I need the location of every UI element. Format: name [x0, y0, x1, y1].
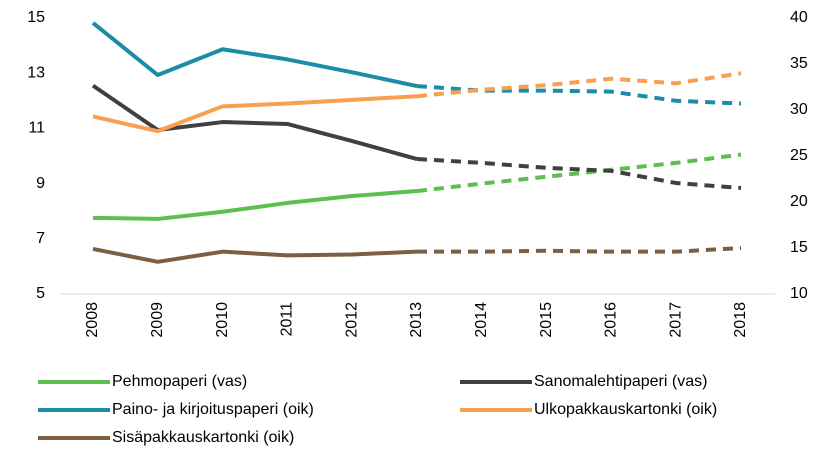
y-tick-label: 11 [28, 120, 45, 137]
y2-tick-label: 35 [790, 55, 808, 72]
y2-tick-label: 15 [790, 239, 808, 256]
y-tick-label: 5 [36, 285, 45, 302]
series-line [92, 246, 418, 264]
y2-tick-label: 30 [790, 101, 808, 118]
x-tick-label: 2011 [279, 302, 296, 337]
x-tick-label: 2008 [84, 302, 101, 338]
x-tick-label: 2015 [538, 302, 555, 338]
series-line [91, 21, 418, 89]
x-tick-label: 2013 [408, 302, 425, 338]
series-line [92, 94, 418, 134]
x-tick-label: 2010 [214, 302, 231, 338]
legend-label: Ulkopakkauskartonki (oik) [534, 401, 717, 418]
series-line-dashed [416, 84, 742, 106]
x-tick-label: 2009 [149, 302, 166, 338]
y-tick-label: 7 [36, 230, 45, 247]
y-tick-label: 9 [36, 175, 45, 192]
series-line [92, 189, 418, 221]
legend-label: Sisäpakkauskartonki (oik) [112, 429, 294, 446]
series-line-dashed [416, 152, 742, 194]
series-line-dashed [416, 71, 742, 99]
y-tick-label: 15 [27, 9, 45, 26]
y2-tick-label: 40 [790, 9, 808, 26]
series-line [91, 83, 418, 161]
series-line-dashed [416, 157, 742, 191]
y2-tick-label: 20 [790, 193, 808, 210]
x-tick-label: 2017 [667, 302, 684, 338]
y2-tick-label: 25 [790, 147, 808, 164]
y2-tick-label: 10 [790, 285, 808, 302]
legend-label: Sanomalehtipaperi (vas) [534, 373, 707, 390]
x-tick-label: 2016 [603, 302, 620, 338]
x-tick-label: 2018 [732, 302, 749, 338]
series-line-dashed [417, 246, 742, 254]
legend-label: Pehmopaperi (vas) [112, 373, 247, 390]
x-tick-label: 2012 [343, 302, 360, 338]
x-tick-label: 2014 [473, 302, 490, 338]
legend-label: Paino- ja kirjoituspaperi (oik) [112, 401, 314, 418]
y-tick-label: 13 [27, 64, 45, 81]
